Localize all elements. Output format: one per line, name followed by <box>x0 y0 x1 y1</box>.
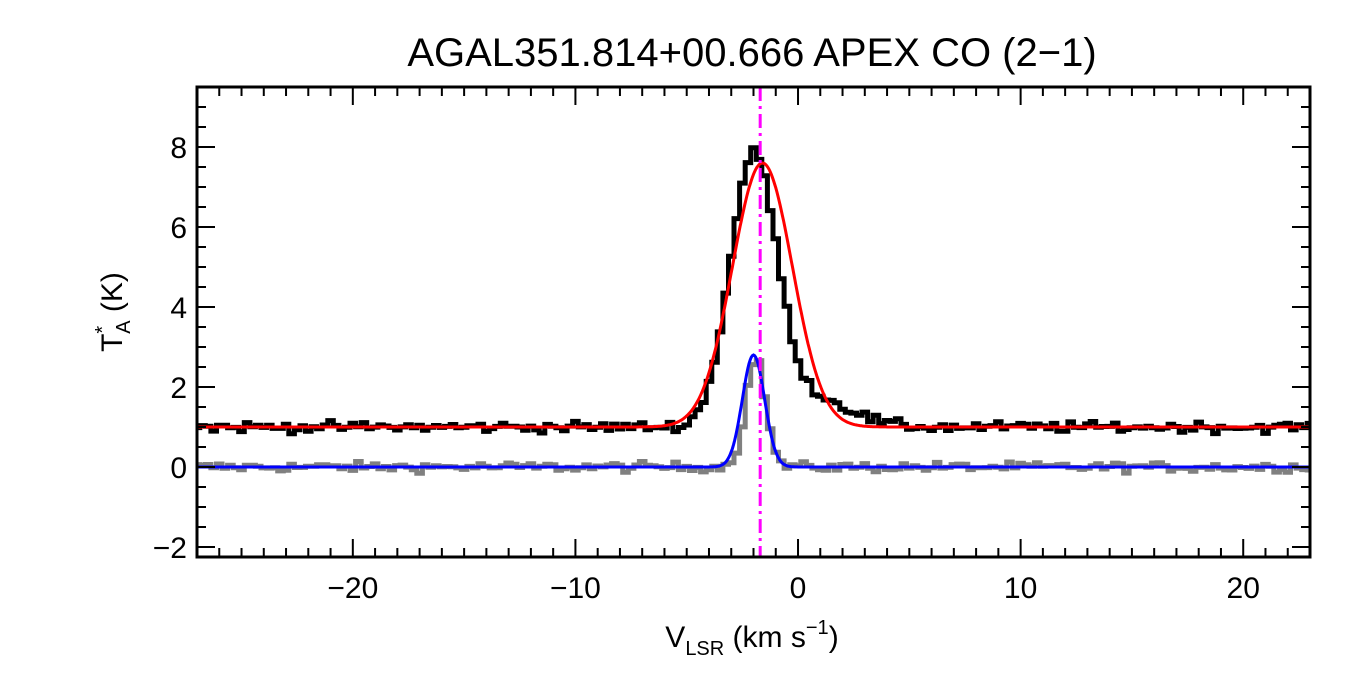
y-axis-label-unit: (K) <box>96 272 129 320</box>
x-axis-label-main: V <box>665 621 685 654</box>
x-axis-label-unit-exponent: −1 <box>806 617 829 639</box>
chart-title: AGAL351.814+00.666 APEX CO (2−1) <box>407 31 1096 75</box>
y-tick-label: 6 <box>170 212 187 245</box>
series-2-fit-line <box>197 161 1310 429</box>
series-3-fit-line <box>197 353 1310 469</box>
x-axis-label-sub: LSR <box>685 638 724 660</box>
x-tick-label: −10 <box>550 572 601 605</box>
x-axis-label: VLSR (km s−1) <box>665 617 838 660</box>
y-axis-label-main: T <box>96 334 129 352</box>
x-tick-label: 10 <box>1004 572 1037 605</box>
plot-frame <box>195 85 1312 559</box>
series-0-step-line <box>197 358 1310 476</box>
x-tick-label: 0 <box>790 572 807 605</box>
y-axis-label-sub: A <box>113 320 135 334</box>
y-tick-label: −2 <box>153 532 187 565</box>
y-tick-label: 2 <box>170 372 187 405</box>
series-1-step-line <box>197 145 1310 437</box>
y-axis-label-sup: * <box>92 326 114 334</box>
y-tick-label: 8 <box>170 132 187 165</box>
x-tick-label: −20 <box>327 572 378 605</box>
y-tick-label: 0 <box>170 452 187 485</box>
series-layer <box>197 87 1310 557</box>
x-axis-label-unit: (km s <box>724 621 806 654</box>
y-axis-label: T*A (K) <box>92 272 135 352</box>
y-tick-label: 4 <box>170 292 187 325</box>
x-axis-label-unit-close: ) <box>829 621 839 654</box>
x-tick-label: 20 <box>1227 572 1260 605</box>
